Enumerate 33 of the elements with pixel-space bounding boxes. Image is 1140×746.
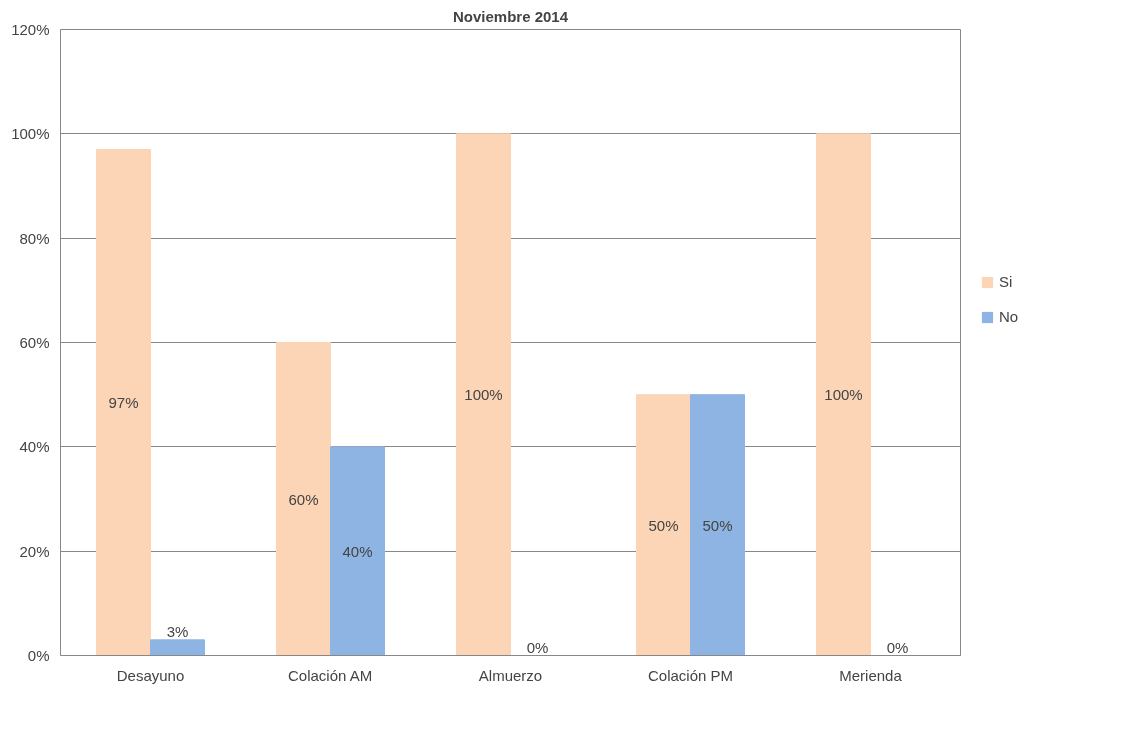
x-tick-label: Colación AM	[287, 666, 373, 684]
data-label: 97%	[108, 393, 139, 411]
data-label: 0%	[886, 638, 909, 656]
bar	[330, 446, 385, 656]
bar	[96, 148, 151, 656]
data-label: 50%	[702, 516, 733, 534]
data-label: 60%	[288, 490, 319, 508]
y-tick-label: 120%	[11, 21, 50, 38]
legend-label: Si	[999, 273, 1014, 290]
x-tick-label: Merienda	[839, 666, 903, 684]
y-tick-label: 100%	[11, 125, 50, 143]
y-tick-label: 60%	[19, 334, 50, 351]
bar	[150, 639, 205, 656]
legend-label: No	[999, 308, 1019, 325]
y-tick-label: 80%	[19, 229, 50, 247]
bar	[816, 133, 871, 656]
bar	[690, 394, 745, 656]
data-label: 3%	[166, 622, 189, 640]
bar	[456, 133, 511, 656]
y-tick-label: 40%	[19, 438, 50, 456]
data-label: 100%	[464, 386, 503, 404]
data-label: 0%	[526, 638, 549, 656]
y-tick-label: 20%	[19, 542, 50, 560]
data-label: 100%	[824, 386, 863, 404]
y-tick-label: 0%	[27, 647, 50, 664]
x-tick-label: Almuerzo	[478, 666, 543, 684]
x-tick-label: Desayuno	[116, 666, 185, 684]
data-label: 50%	[648, 516, 679, 534]
bar	[276, 342, 331, 656]
data-label: 40%	[342, 542, 373, 560]
x-tick-label: Colación PM	[647, 666, 734, 684]
bar	[636, 394, 691, 656]
chart-title: Noviembre 2014	[452, 7, 569, 25]
